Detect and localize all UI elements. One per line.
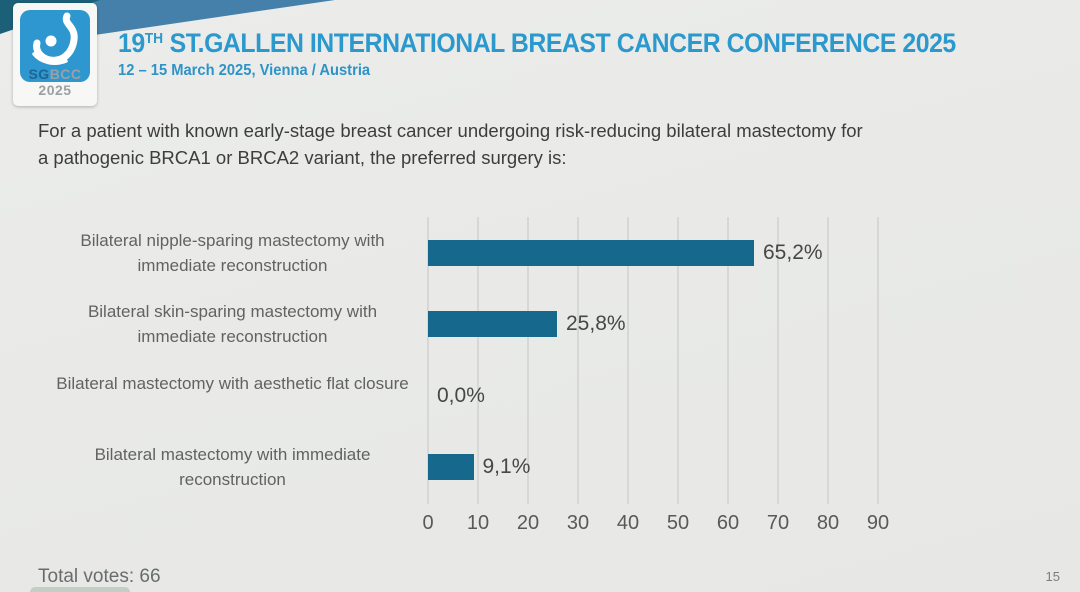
x-tick: 20 [516, 512, 540, 534]
bar-immediate-reconstruction [428, 454, 474, 480]
x-tick: 0 [422, 512, 434, 534]
value-label: 65,2% [763, 241, 823, 264]
poll-question-line2: a pathogenic BRCA1 or BRCA2 variant, the… [38, 147, 567, 168]
conference-dates: 12 – 15 March 2025, Vienna / Austria [118, 62, 371, 79]
x-tick: 90 [866, 512, 890, 534]
gridline [777, 217, 779, 504]
logo-sg: SG [28, 66, 50, 82]
title-superscript: TH [144, 30, 164, 47]
category-label: Bilateral skin-sparing mastectomy with i… [87, 302, 378, 346]
gridline [527, 217, 529, 504]
x-tick: 30 [566, 512, 590, 534]
logo-wordmark: SGBCC 2025 [13, 66, 97, 98]
gridline [677, 217, 679, 504]
gridline [627, 217, 629, 504]
poll-question: For a patient with known early-stage bre… [38, 117, 863, 171]
footer-chip [30, 587, 130, 592]
gridline [727, 217, 729, 504]
value-label: 9,1% [482, 455, 531, 478]
category-label: Bilateral mastectomy with aesthetic flat… [56, 374, 409, 393]
value-label: 25,8% [566, 312, 626, 335]
gridline [827, 217, 829, 504]
gridline [477, 217, 479, 504]
page-number: 15 [1045, 569, 1060, 584]
gridline [877, 217, 879, 504]
bar-nipple-sparing [428, 240, 754, 266]
x-tick: 50 [666, 512, 690, 534]
x-tick: 80 [816, 512, 840, 534]
breast-drop-icon [20, 10, 90, 82]
total-votes: Total votes: 66 [38, 566, 161, 587]
gridline [427, 217, 429, 504]
x-tick: 60 [716, 512, 740, 534]
x-tick: 40 [616, 512, 640, 534]
poll-question-line1: For a patient with known early-stage bre… [38, 120, 863, 141]
x-tick: 10 [466, 512, 490, 534]
category-label: Bilateral mastectomy with immediate reco… [94, 445, 371, 489]
x-tick: 70 [766, 512, 790, 534]
value-label: 0,0% [437, 384, 485, 407]
category-label: Bilateral nipple-sparing mastectomy with… [80, 231, 385, 275]
logo-bcc-year: BCC 2025 [38, 66, 82, 98]
sgbcc-logo: SGBCC 2025 [13, 3, 97, 106]
bar-skin-sparing [428, 311, 557, 337]
gridline [577, 217, 579, 504]
conference-title: 19TH ST.GALLEN INTERNATIONAL BREAST CANC… [118, 28, 956, 58]
